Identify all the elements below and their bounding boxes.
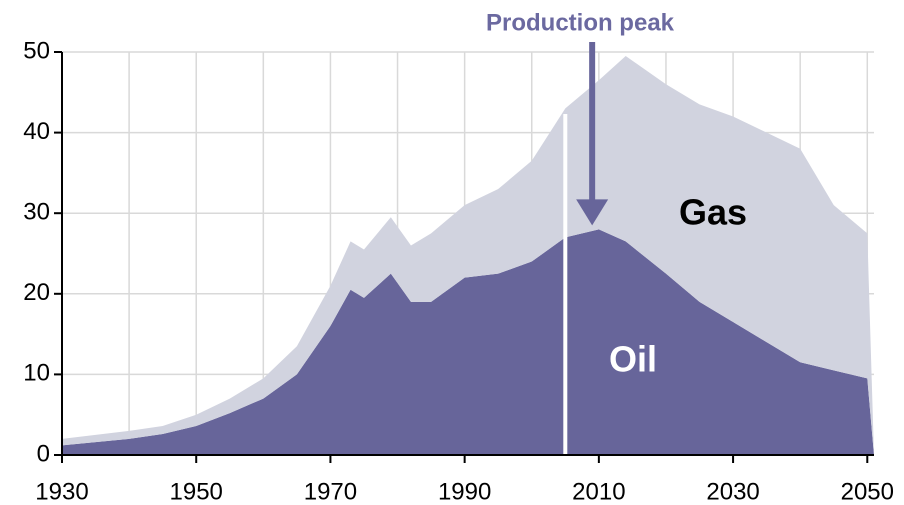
series-label: Gas <box>679 192 747 233</box>
annotation: Production peak <box>486 9 675 36</box>
y-tick-label: 20 <box>23 279 50 306</box>
area <box>62 56 874 455</box>
x-tick-label: 1930 <box>35 478 88 505</box>
x-tick-label: 1990 <box>438 478 491 505</box>
series-label: Oil <box>609 339 657 380</box>
x-tick-label: 1950 <box>170 478 223 505</box>
y-tick-label: 10 <box>23 360 50 387</box>
x-tick-label: 2010 <box>572 478 625 505</box>
x-tick-label: 2030 <box>706 478 759 505</box>
x-tick-label: 2050 <box>841 478 894 505</box>
y-tick-label: 40 <box>23 118 50 145</box>
y-tick-label: 50 <box>23 37 50 64</box>
annotation-arrowhead <box>576 199 609 226</box>
area <box>62 229 874 455</box>
x-tick-label: 1970 <box>304 478 357 505</box>
y-tick-label: 30 <box>23 199 50 226</box>
y-tick-label: 0 <box>37 440 50 467</box>
